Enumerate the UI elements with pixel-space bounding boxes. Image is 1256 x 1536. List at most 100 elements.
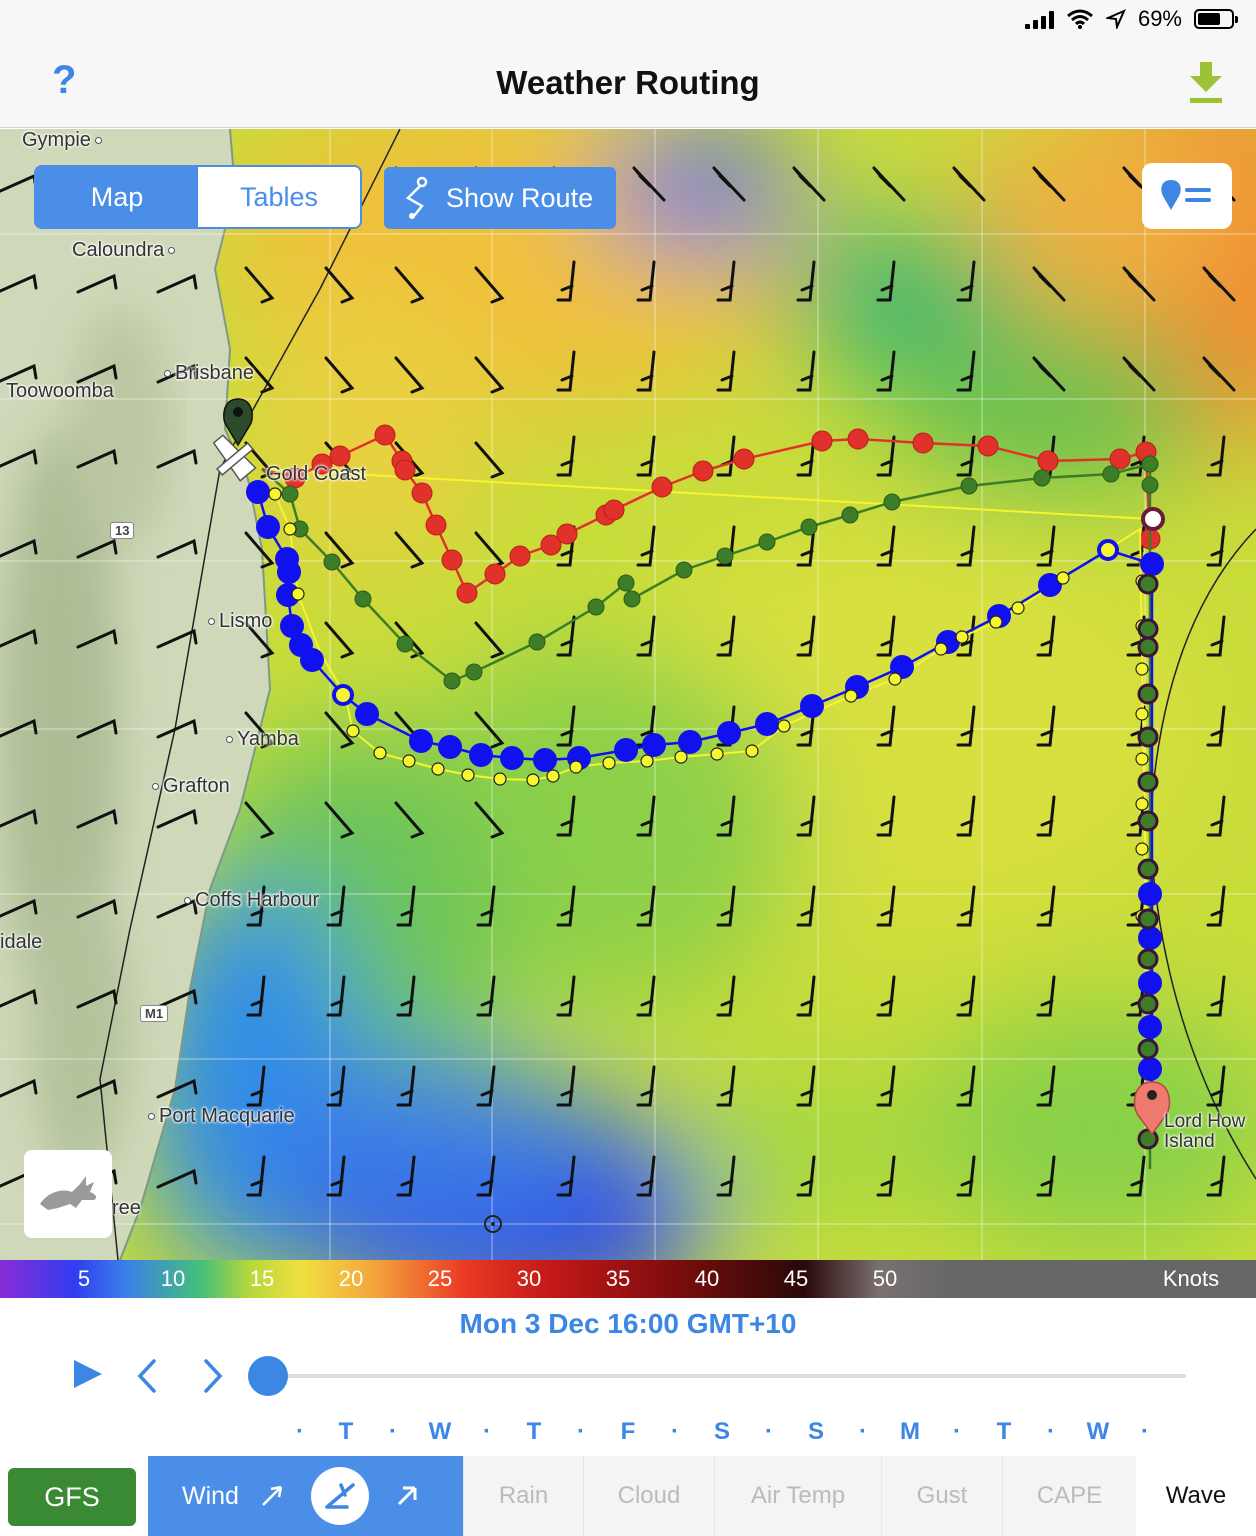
wind-barb — [796, 435, 816, 477]
wind-barb — [76, 273, 118, 294]
tab-wave[interactable]: Wave — [1136, 1456, 1256, 1536]
route-red[interactable] — [261, 424, 1161, 604]
route-waypoint — [1135, 662, 1149, 676]
help-button[interactable]: ? — [52, 58, 76, 103]
day-dot: · — [765, 1418, 773, 1445]
wind-barb — [716, 260, 736, 302]
wind-barb — [556, 260, 576, 302]
wind-barb — [876, 705, 896, 747]
wind-barb — [636, 525, 656, 567]
tab-wind[interactable]: Wind — [148, 1456, 463, 1536]
wind-barb — [952, 166, 986, 202]
wind-barb — [156, 898, 198, 919]
place-caloundra: Caloundra — [72, 239, 179, 262]
wind-barb — [156, 1078, 198, 1099]
route-waypoint — [1011, 601, 1025, 615]
wind-barb — [716, 1065, 736, 1107]
wind-barb — [76, 538, 118, 559]
wind-barb — [76, 988, 118, 1009]
wind-barb — [156, 1168, 198, 1189]
play-icon[interactable] — [72, 1356, 104, 1392]
route-waypoint — [675, 561, 693, 579]
chevron-left-icon[interactable] — [134, 1358, 160, 1394]
route-waypoint — [692, 460, 714, 482]
destination-pin-icon[interactable] — [1133, 1081, 1171, 1136]
wind-arrow-icon[interactable] — [395, 1484, 419, 1508]
place-gympie: Gympie — [22, 129, 106, 152]
wind-barb — [876, 885, 896, 927]
layers-button[interactable] — [1142, 163, 1232, 229]
wind-barb — [1032, 356, 1066, 392]
wind-barb — [476, 975, 496, 1017]
route-waypoint — [640, 754, 654, 768]
route-green[interactable] — [261, 455, 1159, 1169]
wind-barb — [1206, 795, 1226, 837]
wind-barb — [246, 975, 266, 1017]
tab-gust[interactable]: Gust — [881, 1456, 1002, 1536]
wind-barb — [326, 885, 346, 927]
wifi-icon — [1066, 9, 1093, 29]
timeline-slider-thumb[interactable] — [248, 1356, 288, 1396]
route-waypoint — [493, 772, 507, 786]
wind-barb — [956, 975, 976, 1017]
timeline-slider-track[interactable] — [268, 1374, 1186, 1378]
tab-tables[interactable]: Tables — [198, 167, 360, 227]
tab-map[interactable]: Map — [36, 167, 198, 227]
tab-cloud[interactable]: Cloud — [583, 1456, 714, 1536]
route-waypoint — [556, 523, 578, 545]
route-waypoint — [1137, 636, 1159, 658]
model-gfs-button[interactable]: GFS — [8, 1468, 136, 1526]
wind-barb — [796, 615, 816, 657]
chevron-right-icon[interactable] — [200, 1358, 226, 1394]
legend-tick: 10 — [160, 1266, 186, 1291]
route-waypoint — [841, 506, 859, 524]
route-waypoint — [603, 499, 625, 521]
day-dot: · — [483, 1418, 491, 1445]
wind-barb — [0, 363, 38, 383]
show-route-button[interactable]: Show Route — [384, 167, 616, 229]
wind-barb — [636, 1155, 656, 1197]
wind-barb — [76, 718, 118, 739]
wind-barb — [556, 350, 576, 392]
route-waypoint — [1137, 1128, 1159, 1150]
start-pin-icon[interactable] — [223, 398, 253, 447]
wind-barb — [76, 808, 118, 829]
wind-barb — [1206, 885, 1226, 927]
route-waypoint — [1138, 882, 1162, 906]
route-waypoint — [256, 515, 280, 539]
wind-barb — [876, 435, 896, 477]
wind-barb — [556, 615, 576, 657]
route-blue[interactable] — [246, 480, 1164, 1089]
wind-barb — [396, 1155, 416, 1197]
day-dot: · — [577, 1418, 585, 1445]
wind-barb-toggle[interactable] — [310, 1467, 369, 1525]
route-waypoint — [955, 630, 969, 644]
tab-cape[interactable]: CAPE — [1002, 1456, 1136, 1536]
speed-rabbit-button[interactable] — [24, 1150, 112, 1238]
wind-speed-legend: 5 10 15 20 25 30 35 40 45 50 Knots — [0, 1260, 1256, 1298]
wind-barb — [394, 801, 425, 839]
wind-direction-icon[interactable] — [259, 1483, 285, 1509]
weather-map[interactable]: Gympie Caloundra Brisbane Toowoomba Gold… — [0, 129, 1256, 1260]
wind-barb — [476, 885, 496, 927]
wind-barb — [716, 615, 736, 657]
legend-tick: 45 — [783, 1266, 809, 1291]
route-waypoint — [323, 553, 341, 571]
wind-barb — [716, 885, 736, 927]
wind-barb — [1036, 705, 1056, 747]
route-waypoint — [934, 642, 948, 656]
wind-barb — [556, 1155, 576, 1197]
route-waypoint — [960, 477, 978, 495]
tab-rain[interactable]: Rain — [463, 1456, 583, 1536]
tab-air-temp[interactable]: Air Temp — [714, 1456, 881, 1536]
wind-barb — [474, 266, 505, 304]
route-waypoint — [281, 485, 299, 503]
route-waypoint — [373, 746, 387, 760]
download-icon[interactable] — [1186, 60, 1226, 106]
help-icon: ? — [52, 58, 77, 102]
wind-barb — [556, 885, 576, 927]
route-waypoint — [977, 435, 999, 457]
layer-tab-bar: GFS Wind Rain Cloud Air Temp Gust CAPE W… — [0, 1456, 1256, 1536]
route-waypoint — [1038, 573, 1062, 597]
legend-tick: 20 — [338, 1266, 364, 1291]
